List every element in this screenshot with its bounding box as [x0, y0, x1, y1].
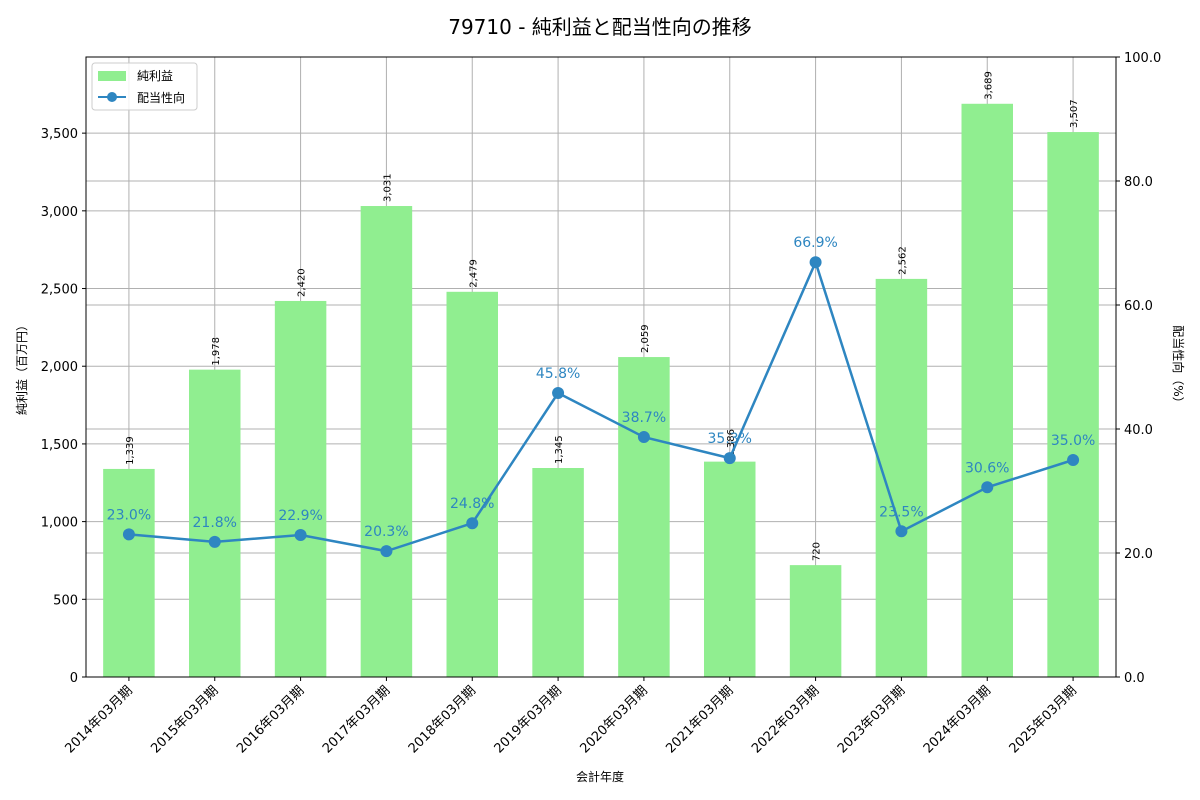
payout-ratio-label: 66.9%: [793, 235, 837, 251]
svg-text:500: 500: [53, 593, 78, 608]
bar: [189, 369, 241, 677]
x-tick-label: 2023年03月期: [835, 683, 908, 756]
svg-text:80.0: 80.0: [1124, 175, 1153, 190]
bar-value-label: 2,059: [640, 324, 651, 353]
svg-text:2,000: 2,000: [41, 360, 78, 375]
x-tick-label: 2020年03月期: [577, 683, 650, 756]
legend-label-payout-ratio: 配当性向: [137, 90, 185, 105]
line-marker: [723, 452, 736, 465]
bar-value-label: 2,420: [297, 268, 308, 297]
bar-value-label: 3,507: [1069, 99, 1080, 128]
legend-line-marker-icon: [107, 92, 117, 102]
bar-value-label: 720: [812, 542, 823, 561]
left-y-axis: 0 500 1,000 1,500 2,000 2,500 3,000 3,500: [41, 127, 86, 686]
x-tick-label: 2014年03月期: [62, 683, 135, 756]
bar: [789, 565, 842, 677]
payout-ratio-label: 24.8%: [450, 496, 494, 512]
line-marker: [1067, 454, 1080, 466]
x-tick-label: 2024年03月期: [921, 683, 994, 756]
payout-ratio-label: 23.5%: [879, 504, 923, 520]
x-axis: 2014年03月期 2015年03月期 2016年03月期 2017年03月期 2018…: [62, 677, 1080, 757]
bar-value-label: 3,689: [983, 71, 994, 100]
line-marker: [895, 525, 908, 538]
line-marker: [552, 387, 565, 400]
bar-value-label: 1,978: [211, 337, 222, 366]
payout-ratio-label: 35.3%: [708, 431, 752, 447]
svg-text:20.0: 20.0: [1124, 547, 1153, 562]
payout-ratio-label: 30.6%: [965, 460, 1009, 476]
payout-ratio-label: 22.9%: [278, 508, 322, 524]
x-axis-label: 会計年度: [576, 769, 624, 784]
bar-value-label: 1,345: [554, 435, 565, 464]
x-tick-label: 2016年03月期: [234, 683, 307, 756]
line-marker: [122, 528, 135, 541]
bar-value-label: 2,562: [897, 246, 908, 275]
payout-ratio-label: 21.8%: [193, 515, 237, 531]
net-income-bars: [103, 103, 1099, 678]
line-marker: [637, 431, 650, 444]
left-y-axis-label: 純利益（百万円）: [15, 319, 29, 415]
bar-value-label: 1,386: [726, 429, 737, 458]
x-tick-label: 2025年03月期: [1007, 683, 1080, 756]
bar: [103, 468, 155, 677]
line-marker: [294, 529, 307, 542]
bar-value-label: 2,479: [468, 259, 479, 288]
bar: [961, 103, 1013, 678]
bar: [532, 468, 584, 677]
bar: [274, 300, 327, 677]
payout-ratio-label: 23.0%: [107, 507, 151, 523]
bar: [704, 461, 756, 677]
svg-text:3,000: 3,000: [41, 205, 78, 220]
svg-text:1,500: 1,500: [41, 438, 78, 453]
payout-ratio-labels: 23.0% 21.8% 22.9% 20.3% 24.8% 45.8% 38.7% 35.3%…: [107, 235, 1096, 540]
payout-ratio-label: 45.8%: [536, 366, 580, 382]
line-marker: [466, 517, 479, 530]
x-tick-label: 2018年03月期: [406, 683, 479, 756]
svg-text:100.0: 100.0: [1124, 51, 1161, 66]
legend-label-net-income: 純利益: [137, 69, 173, 83]
line-marker: [809, 256, 822, 269]
svg-text:60.0: 60.0: [1124, 299, 1153, 314]
right-y-axis: 0.0 20.0 40.0 60.0 80.0 100.0: [1116, 51, 1161, 686]
bar: [618, 357, 670, 677]
payout-ratio-label: 35.0%: [1051, 433, 1095, 449]
x-tick-label: 2022年03月期: [749, 683, 822, 756]
bar-value-labels: 1,339 1,978 2,420 3,031 2,479 1,345 2,059 1,386…: [125, 71, 1080, 561]
bar-value-label: 3,031: [382, 173, 393, 202]
payout-ratio-label: 20.3%: [364, 524, 408, 540]
payout-ratio-line: [122, 256, 1080, 558]
x-tick-label: 2019年03月期: [492, 683, 565, 756]
bar: [1047, 132, 1099, 678]
line-marker: [981, 481, 994, 494]
svg-text:0: 0: [70, 671, 78, 686]
x-tick-label: 2017年03月期: [320, 683, 393, 756]
right-y-axis-label: 配当性向（%）: [1171, 325, 1186, 408]
plot-frame: [85, 56, 1117, 678]
legend-bar-swatch: [98, 71, 126, 81]
svg-text:3,500: 3,500: [41, 127, 78, 142]
bar: [360, 206, 413, 677]
svg-text:0.0: 0.0: [1124, 671, 1145, 686]
legend: 純利益 配当性向: [91, 62, 198, 111]
payout-ratio-label: 38.7%: [622, 410, 666, 426]
x-tick-label: 2015年03月期: [148, 683, 221, 756]
line-marker: [380, 545, 393, 558]
svg-text:1,000: 1,000: [41, 516, 78, 531]
x-tick-label: 2021年03月期: [663, 683, 736, 756]
bar-value-label: 1,339: [125, 436, 136, 465]
line-marker: [208, 535, 221, 548]
bar: [446, 291, 498, 677]
svg-text:2,500: 2,500: [41, 283, 78, 298]
chart-title: 79710 - 純利益と配当性向の推移: [448, 15, 752, 39]
svg-text:40.0: 40.0: [1124, 423, 1153, 438]
